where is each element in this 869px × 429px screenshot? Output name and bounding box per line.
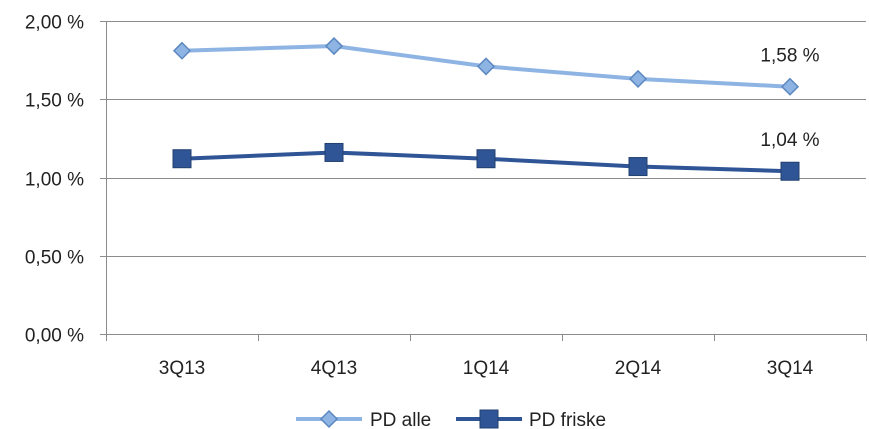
y-tick-label: 1,50 % xyxy=(25,91,84,112)
axes xyxy=(100,21,867,341)
legend-item: PD alle xyxy=(296,409,431,429)
y-tick-label: 0,00 % xyxy=(25,326,84,347)
data-point-square xyxy=(628,157,648,177)
data-point-square xyxy=(324,142,344,162)
legend-marker xyxy=(479,409,499,429)
legend-label: PD friske xyxy=(529,410,606,429)
legend-marker xyxy=(319,409,339,429)
series-pd-friske xyxy=(172,142,800,181)
data-labels: 1,58 % 1,04 % xyxy=(760,46,819,152)
legend-item: PD friske xyxy=(456,409,606,429)
data-point-diamond xyxy=(476,57,496,76)
x-tick-label: 3Q14 xyxy=(767,358,814,379)
last-value-label: 1,04 % xyxy=(760,130,819,151)
data-point-diamond xyxy=(172,41,192,60)
data-point-diamond xyxy=(324,36,344,56)
data-point-square xyxy=(476,149,496,169)
legend-label: PD alle xyxy=(370,410,431,429)
last-value-label: 1,58 % xyxy=(760,46,819,67)
x-tick-label: 1Q14 xyxy=(463,358,510,379)
gridlines xyxy=(106,21,866,257)
data-point-diamond xyxy=(780,77,800,96)
x-axis-tick-labels: 3Q13 4Q13 1Q14 2Q14 3Q14 xyxy=(159,358,814,379)
x-tick-label: 3Q13 xyxy=(159,358,205,379)
legend: PD alle PD friske xyxy=(296,409,606,429)
y-tick-label: 2,00 % xyxy=(25,13,84,34)
y-tick-label: 1,00 % xyxy=(25,170,84,191)
y-tick-label: 0,50 % xyxy=(25,248,84,269)
x-tick-label: 4Q13 xyxy=(311,358,357,379)
data-point-diamond xyxy=(628,69,648,88)
data-point-square xyxy=(172,149,192,169)
data-point-square xyxy=(780,161,800,181)
x-tick-label: 2Q14 xyxy=(615,358,662,379)
series-lines xyxy=(172,36,800,181)
y-axis-tick-labels: 0,00 % 0,50 % 1,00 % 1,50 % 2,00 % xyxy=(25,13,84,347)
series-pd-alle xyxy=(172,36,800,96)
